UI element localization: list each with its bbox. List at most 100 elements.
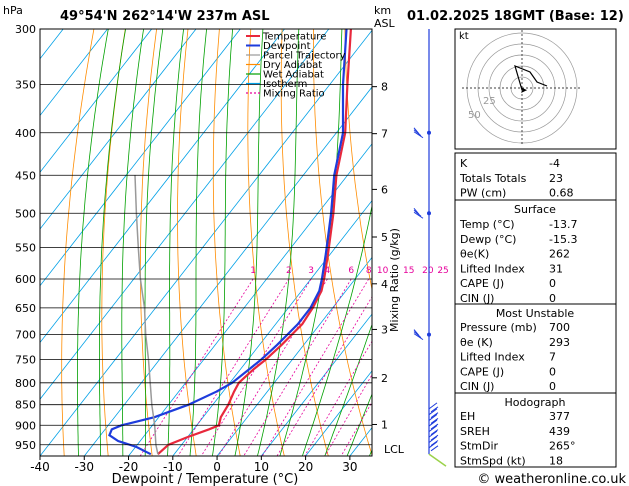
wind-barb (430, 440, 439, 446)
temperature-tick-label: 30 (342, 460, 357, 474)
temperature-tick-label: 20 (298, 460, 313, 474)
isotherm-line (260, 313, 372, 456)
legend-entry: Dry Adiabat (263, 60, 322, 71)
table-row-value: 700 (549, 321, 570, 334)
mixing-ratio-label: 8 (366, 266, 372, 276)
y-axis-unit-label: hPa (3, 4, 23, 17)
table-row-label: EH (460, 410, 475, 423)
pressure-tick-label: 300 (15, 23, 36, 36)
wet-adiabat-line (144, 29, 164, 456)
table-title: Surface (514, 203, 556, 216)
table-row-value: 439 (549, 425, 570, 438)
dry-adiabat-line (101, 29, 126, 456)
isotherm-line (128, 143, 372, 456)
dry-adiabat-line (212, 29, 241, 456)
wind-barb (430, 434, 439, 441)
pressure-tick-label: 550 (15, 242, 36, 255)
wind-barb (428, 408, 438, 416)
svg-text:50: 50 (468, 110, 481, 121)
mixing-ratio-label: 15 (403, 266, 414, 276)
wind-profile (413, 29, 447, 467)
temperature-tick-label: -40 (30, 460, 50, 474)
dry-adiabat-line (313, 29, 372, 456)
dry-adiabat-line (344, 29, 372, 292)
wind-barb (430, 423, 439, 430)
svg-text:25: 25 (483, 96, 496, 107)
wind-level-dot (427, 211, 431, 216)
wind-barb (413, 131, 424, 139)
table-row-label: CIN (J) (460, 380, 494, 393)
km-tick-label: 5 (381, 231, 388, 244)
table-row-value: 7 (549, 351, 556, 364)
isotherm-line (40, 29, 372, 456)
unstable-table-box (454, 303, 617, 394)
wind-barb (413, 129, 422, 137)
wind-barb (430, 445, 439, 452)
wind-barb (430, 429, 439, 436)
mixing-ratio-line (304, 340, 372, 456)
table-row-value: 0 (549, 292, 556, 305)
wind-barb (428, 425, 438, 433)
dry-adiabat-line (61, 29, 95, 456)
pressure-tick-label: 400 (15, 127, 36, 140)
isotherm-line (40, 29, 285, 344)
mixing-ratio-label: 4 (325, 266, 331, 276)
mixing-ratio-axis-title: Mixing Ratio (g/kg) (388, 228, 401, 332)
km-label: km (374, 4, 391, 17)
pressure-tick-label: 750 (15, 354, 36, 367)
mixing-ratio-label: 10 (377, 266, 389, 276)
hodo-table-box (454, 392, 617, 468)
isotherm-line (40, 29, 241, 287)
table-row-value: 18 (549, 454, 563, 467)
km-tick-label: 8 (381, 81, 388, 94)
legend-entry: Wet Adiabat (263, 70, 324, 81)
table-row-value: 265° (549, 440, 576, 453)
legend-entry: Mixing Ratio (263, 89, 325, 100)
temperature-tick-label: -10 (163, 460, 183, 474)
mixing-ratio-label: 2 (286, 266, 292, 276)
table-row-value: 0.68 (549, 187, 574, 200)
wind-barb (413, 211, 424, 219)
legend-entry: Temperature (262, 32, 326, 43)
km-tick-label: 4 (381, 278, 388, 291)
km-tick-label: 1 (381, 418, 388, 431)
copyright-label: © weatheronline.co.uk (477, 472, 626, 486)
temperature-tick-label: -20 (119, 460, 139, 474)
wind-barb (428, 430, 438, 438)
pressure-tick-label: 450 (15, 169, 36, 182)
isotherm-line (216, 256, 372, 456)
km-tick-label: 6 (381, 183, 388, 196)
isotherm-line (305, 370, 372, 456)
datetime-label: 01.02.2025 18GMT (Base: 12) (407, 9, 624, 24)
table-row-label: Lifted Index (460, 262, 525, 275)
isotherm-line (83, 86, 372, 456)
km-tick-label: 3 (381, 323, 388, 336)
wind-barb (430, 406, 439, 413)
table-row-value: 0 (549, 365, 556, 378)
hodograph-frame (454, 28, 617, 150)
pressure-tick-label: 950 (15, 439, 36, 452)
mixing-ratio-label: 1 (250, 266, 256, 276)
table-row-value: 293 (549, 336, 570, 349)
series-temperature (157, 29, 352, 456)
table-row-value: 377 (549, 410, 570, 423)
mixing-ratio-line (177, 278, 290, 456)
table-title: Most Unstable (496, 307, 575, 320)
surface-wind-arrow (428, 453, 447, 467)
index-tables: K -4 Totals Totals 23 PW (cm) 0.68 Surface Temp… (454, 152, 617, 468)
table-row-value: -15.3 (549, 233, 577, 246)
table-row-label: Pressure (mb) (460, 321, 537, 334)
isotherm-line (40, 29, 330, 400)
mixing-ratio-label: 3 (308, 266, 314, 276)
wind-barb (428, 436, 438, 443)
isotherm-line (40, 29, 108, 117)
wind-barb (428, 402, 438, 410)
mixing-ratio-label: 20 (422, 266, 434, 276)
temperature-tick-label: 10 (254, 460, 269, 474)
wet-adiabat-line (167, 29, 184, 456)
hodograph-storm-marks: 25 50 (468, 96, 496, 121)
table-row-value: -4 (549, 157, 560, 170)
temperature-tick-label: 0 (213, 460, 221, 474)
table-row-value: 0 (549, 277, 556, 290)
